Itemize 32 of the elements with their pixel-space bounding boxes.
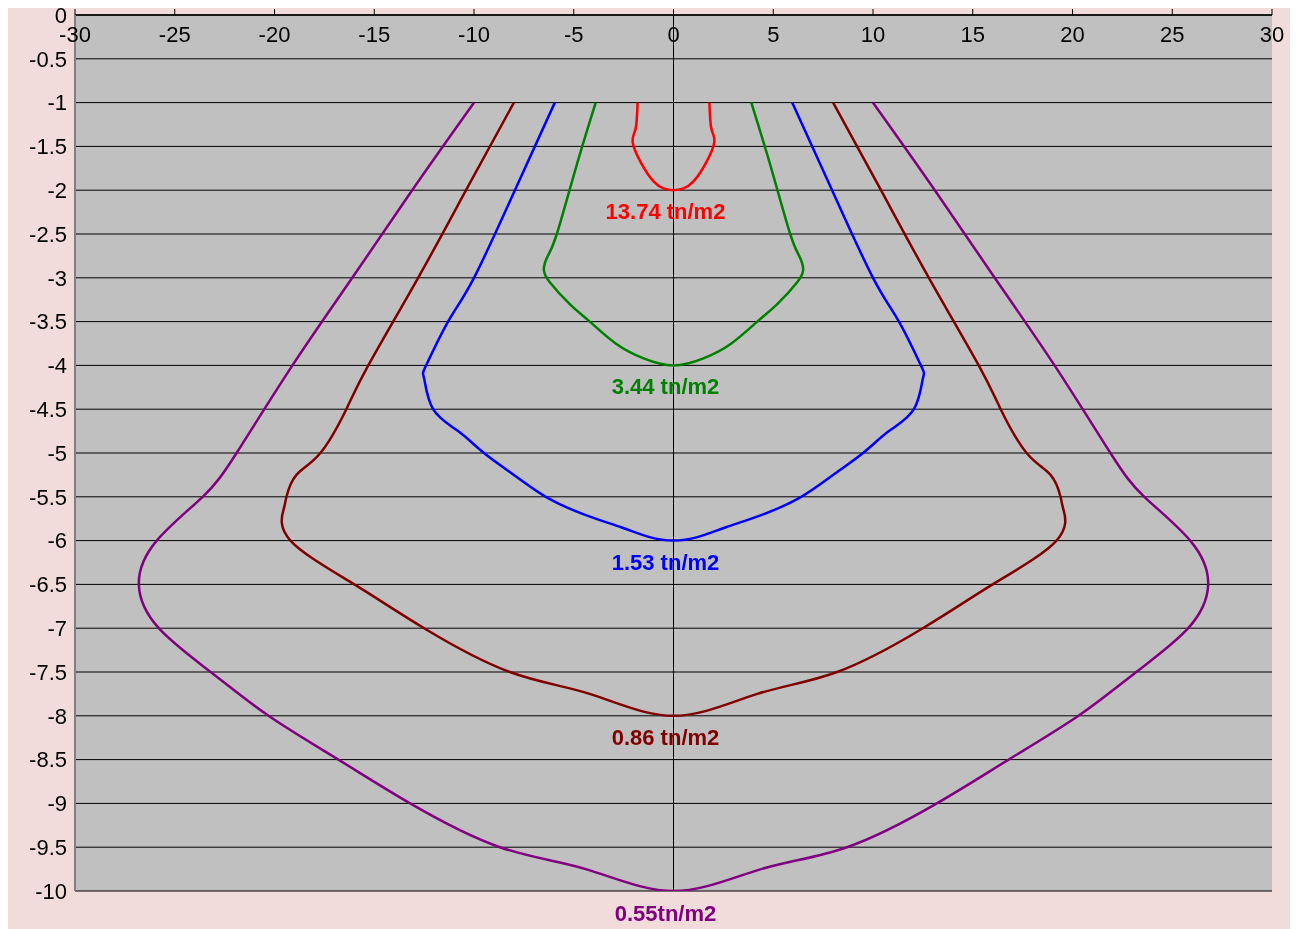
- y-tick-label: -9.5: [29, 835, 67, 861]
- y-tick-label: -8: [47, 703, 67, 729]
- y-tick-label: -4: [47, 353, 67, 379]
- x-tick-label: 5: [767, 22, 780, 47]
- y-tick-label: -6.5: [29, 572, 67, 598]
- y-tick-label: -3.5: [29, 309, 67, 335]
- y-tick-label: -9: [47, 791, 67, 817]
- y-tick-label: -6: [47, 528, 67, 554]
- x-tick-label: -20: [258, 22, 291, 47]
- x-tick-label: -10: [458, 22, 490, 47]
- y-tick-label: -2.5: [29, 221, 67, 247]
- y-tick-label: -0.5: [29, 46, 67, 72]
- x-tick-label: -5: [563, 22, 584, 47]
- y-tick-label: -1.5: [29, 134, 67, 160]
- y-tick-label: -4.5: [29, 397, 67, 423]
- x-tick-label: 25: [1160, 22, 1185, 47]
- y-tick-label: -7.5: [29, 659, 67, 685]
- y-tick-label: -2: [47, 178, 67, 204]
- x-tick-label: 10: [860, 22, 886, 47]
- x-tick-label: -15: [358, 22, 391, 47]
- x-tick-label: 20: [1060, 22, 1085, 47]
- y-tick-label: -3: [47, 265, 67, 291]
- y-tick-label: -5: [47, 440, 67, 466]
- x-tick-label: -25: [158, 22, 191, 47]
- y-tick-label: -10: [35, 878, 67, 904]
- y-tick-label: -7: [47, 616, 67, 642]
- x-tick-label: 15: [960, 22, 985, 47]
- y-tick-label: -1: [47, 90, 67, 116]
- x-tick-label: 30: [1259, 22, 1285, 47]
- y-tick-label: -8.5: [29, 747, 67, 773]
- text: 0.55tn/m2: [614, 900, 717, 926]
- y-tick-label: -5.5: [29, 484, 67, 510]
